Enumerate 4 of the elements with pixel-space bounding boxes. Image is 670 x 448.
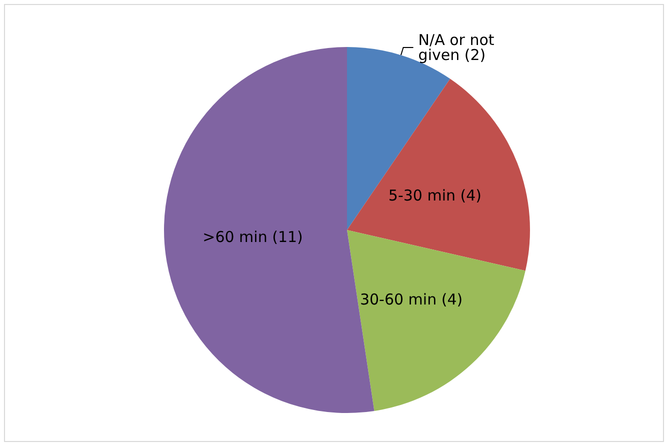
slice-label: >60 min (11) [202, 228, 303, 246]
slice-label: 30-60 min (4) [360, 290, 463, 308]
slice-label: N/A or not given (2) [418, 30, 500, 64]
slice-label: 5-30 min (4) [388, 186, 482, 204]
